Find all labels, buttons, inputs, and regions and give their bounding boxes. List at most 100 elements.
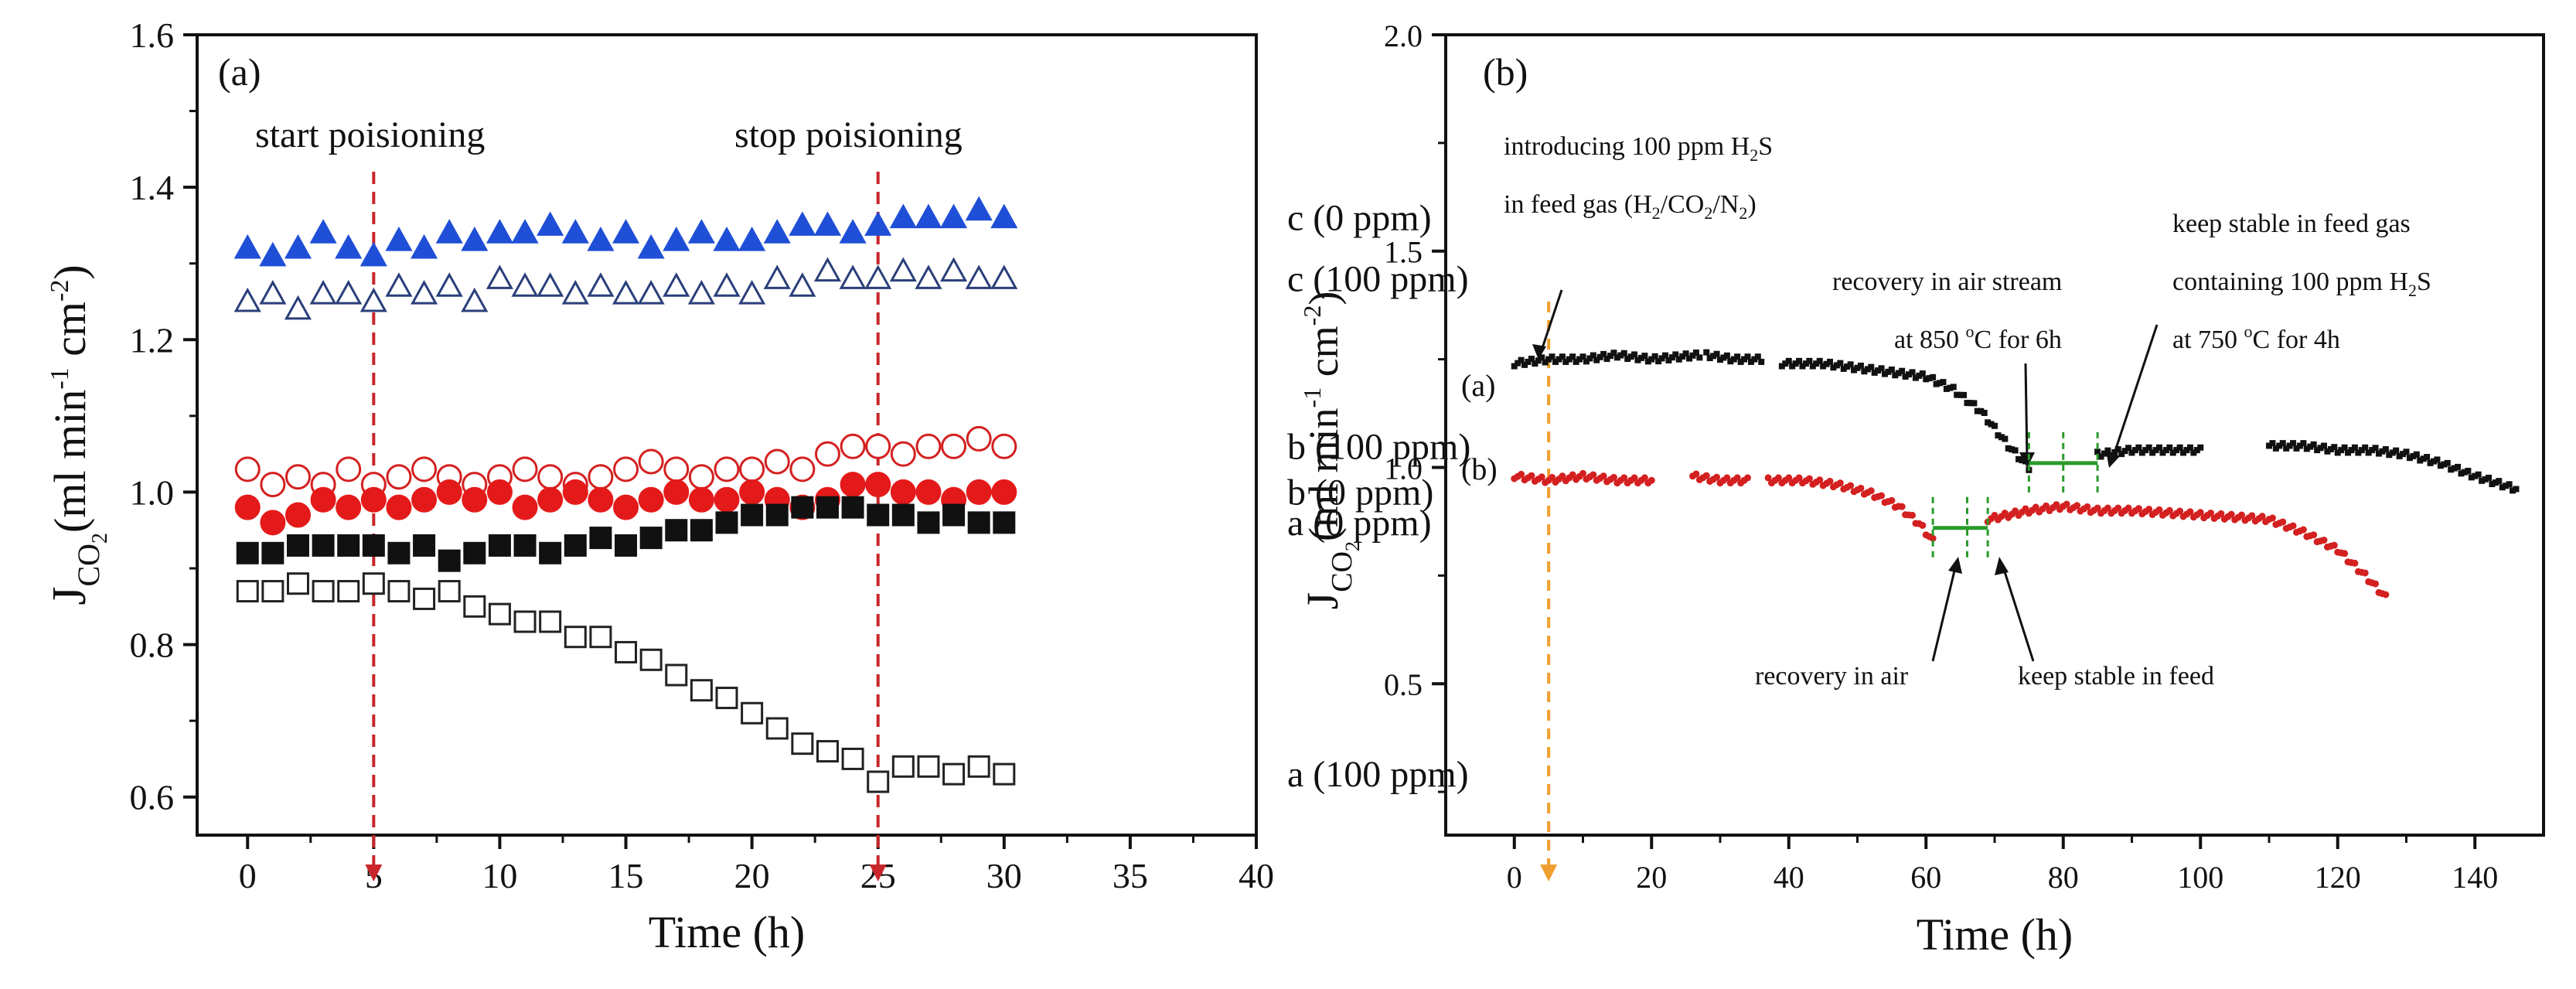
panel-a-point [359,287,387,312]
panel-b-point [2492,479,2499,486]
panel-a-series-label: b (100 ppm) [1287,426,1470,467]
panel-b-point [1528,356,1535,363]
panel-b-point [1827,358,1833,365]
panel-a-point [285,502,311,528]
panel-a-y-tick-label: 0.8 [130,626,175,665]
panel-b-point [1992,422,1998,429]
panel-b-point [2321,442,2327,449]
panel-a-point [486,264,513,289]
panel-a-point [639,527,663,550]
panel-b-point [1641,353,1648,360]
panel-b-point [1624,356,1631,363]
panel-b-point [2097,453,2104,460]
panel-b-y-axis-label-part: -1 [1298,387,1326,408]
panel-b-point [1988,421,1995,428]
panel-a-point [435,272,463,297]
panel-b-x-tick-label: 0 [1507,860,1522,895]
panel-b-point [1703,349,1710,356]
panel-b-point [2406,455,2413,462]
panel-b-point [2094,504,2101,512]
panel-b-point [2400,451,2407,458]
panel-b-y-axis-label-part: cm [1300,326,1347,387]
panel-b-point [1806,357,1813,364]
panel-a-point [789,456,816,483]
panel-b-y-axis-label-part: CO [1326,551,1358,592]
panel-b-point [2104,504,2111,512]
panel-b-point [2310,441,2317,448]
panel-a-point [511,219,539,244]
panel-b-x-tick-label: 100 [2177,860,2223,895]
panel-a-point [942,503,966,527]
panel-a-point [486,219,513,244]
panel-b-annotation-part: S [1758,132,1773,161]
panel-b-point [2441,461,2448,468]
panel-b-point [2348,447,2355,454]
panel-a-point [562,479,588,505]
panel-a-event-arrow [869,865,887,882]
panel-b-point [1871,369,1878,376]
panel-b-point [2338,447,2345,454]
panel-b-annotation-part: 2 [1704,203,1712,223]
panel-b-point [1549,353,1555,360]
panel-a-point [942,762,966,786]
panel-b-point [2111,448,2118,455]
panel-b-point [1916,372,1923,379]
panel-b-point [1552,358,1559,365]
panel-a-y-axis-label-part: -1 [46,367,74,389]
panel-b-point [1593,356,1600,363]
panel-a-y-axis-label-part: cm [45,302,95,367]
panel-b-point [2317,445,2324,452]
panel-b-point [2437,462,2444,469]
panel-b-point [2424,454,2431,461]
panel-b-point [2372,445,2379,452]
panel-a-point [537,464,564,490]
panel-b-point [1899,367,1906,374]
panel-b-point [1518,470,1525,478]
panel-a-point [588,486,614,513]
panel-b-point [1644,358,1651,365]
panel-b-point [2496,478,2503,485]
panel-b-point [1833,362,1840,369]
panel-b-point [1867,487,1875,495]
panel-b-point [1679,353,1686,360]
panel-b-point [1515,360,1521,367]
panel-a-point [816,740,839,763]
panel-a-y-axis-label-part: -2 [46,280,74,302]
panel-b-annotation-pointer [2001,564,2035,662]
panel-a-point [840,472,866,498]
panel-a-point [286,534,309,557]
panel-b-point [1538,473,1545,481]
panel-b-point [2358,447,2365,454]
panel-a-point [615,534,638,557]
panel-b-point [1778,363,1785,370]
panel-b-point [1702,472,1710,479]
panel-b-point [2451,465,2458,472]
panel-b-point [2310,531,2318,539]
panel-b-point [2417,457,2424,464]
panel-b-point [1751,356,1758,363]
panel-b-annotation-intro-2: in feed gas (H2/CO2/N2) [1504,190,1757,223]
panel-b-point [1933,380,1940,387]
panel-a-point [386,464,412,490]
panel-a-point [789,272,816,297]
panel-b-point [2461,469,2468,476]
panel-b-point [1538,354,1545,361]
panel-b-point [1837,360,1844,367]
panel-a-point [261,541,285,564]
panel-b-x-tick-label: 120 [2315,860,2361,895]
panel-b-point [2279,440,2286,447]
panel-a-point [537,211,564,236]
panel-a-point [462,486,488,513]
panel-b-point [1957,391,1964,398]
panel-b-point [1861,368,1868,375]
panel-b-point [1954,391,1961,398]
panel-a-point [687,280,715,305]
panel-b-point [2403,448,2410,455]
panel-b-point [1809,363,1816,370]
panel-b-y-axis-label: JCO2(ml min-1 cm-2) [1297,292,1364,610]
panel-b-point [1590,471,1597,479]
panel-b-point [2128,449,2135,456]
